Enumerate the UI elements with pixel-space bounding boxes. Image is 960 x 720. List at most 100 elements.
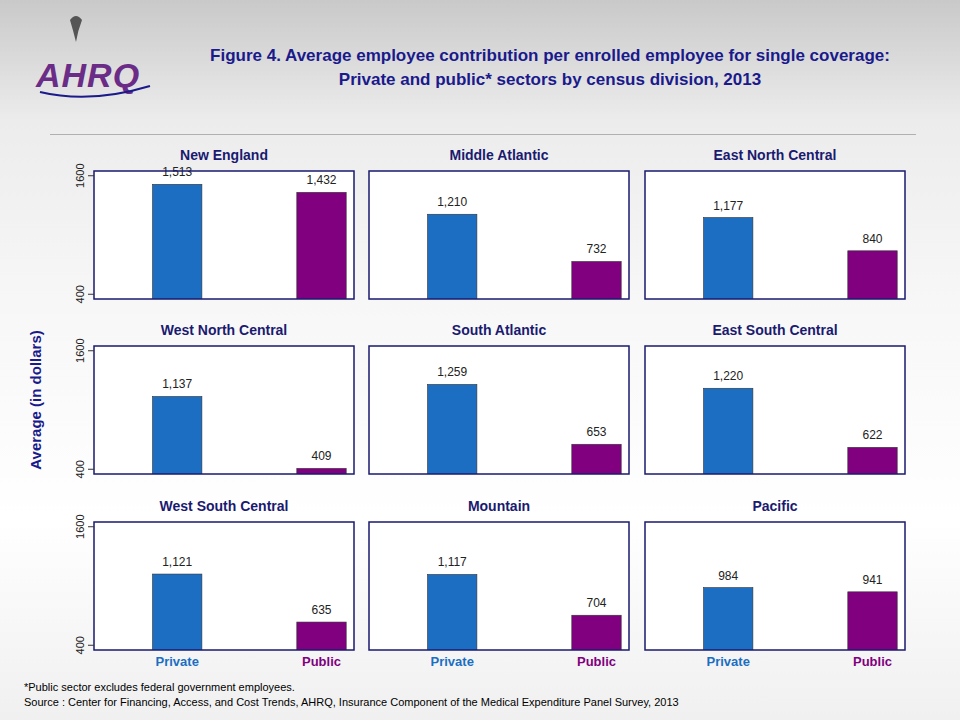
bar — [572, 615, 621, 650]
y-tick-label: 400 — [74, 460, 86, 478]
rule — [50, 134, 916, 135]
x-tick-label: Public — [853, 654, 892, 669]
panel-title: East North Central — [714, 147, 837, 163]
footer: *Public sector excludes federal governme… — [24, 680, 679, 710]
data-label: 1,432 — [306, 173, 336, 187]
y-tick — [88, 350, 94, 351]
bar — [297, 622, 346, 650]
data-label: 704 — [586, 596, 606, 610]
logo-emblem — [70, 16, 82, 42]
bar — [704, 388, 753, 474]
x-tick-label: Private — [431, 654, 474, 669]
panel-title: New England — [180, 147, 268, 163]
x-tick-label: Private — [156, 654, 199, 669]
data-label: 941 — [862, 573, 882, 587]
data-label: 1,259 — [437, 365, 467, 379]
panel-title: East South Central — [712, 322, 837, 338]
bars — [428, 214, 622, 299]
data-label: 1,137 — [162, 377, 192, 391]
data-label: 653 — [586, 425, 606, 439]
bar — [848, 592, 897, 650]
data-label: 1,220 — [713, 369, 743, 383]
bar — [572, 444, 621, 474]
panel: East South Central 1,220 622 — [645, 322, 905, 509]
bar — [153, 396, 202, 474]
y-tick — [88, 294, 94, 295]
bars — [153, 184, 347, 299]
frame — [94, 171, 354, 299]
frame — [645, 171, 905, 299]
panel: West South Central 1,121 Private 635 Public 4… — [74, 498, 354, 685]
bar — [704, 588, 753, 650]
panel-title: South Atlantic — [452, 322, 547, 338]
panel: New England 1,513 1,432 400 1600 — [74, 147, 354, 334]
bar — [428, 384, 477, 474]
bars — [428, 574, 622, 650]
panel: West North Central 1,137 409 400 1600 — [74, 322, 354, 509]
data-label: 840 — [862, 232, 882, 246]
logo-swoosh — [40, 86, 150, 97]
bars — [153, 574, 347, 650]
chart-grid: Average (in dollars) New England 1,513 1,43… — [0, 0, 960, 720]
bar — [428, 214, 477, 299]
y-tick-label: 1600 — [74, 163, 86, 187]
frame — [94, 346, 354, 474]
panel-title: West South Central — [160, 498, 289, 514]
panel-title: Mountain — [468, 498, 530, 514]
y-tick — [88, 175, 94, 176]
title: Figure 4. Average employee contribution … — [185, 44, 915, 92]
data-label: 1,177 — [713, 199, 743, 213]
frame — [94, 522, 354, 650]
frame — [645, 522, 905, 650]
y-axis-label: Average (in dollars) — [27, 330, 44, 469]
data-label: 622 — [862, 428, 882, 442]
y-tick — [88, 469, 94, 470]
data-label: 732 — [586, 242, 606, 256]
bars — [428, 384, 622, 474]
panel-title: West North Central — [161, 322, 288, 338]
bar — [572, 261, 621, 299]
data-label: 635 — [311, 603, 331, 617]
bar — [153, 574, 202, 650]
bar — [848, 251, 897, 299]
bars — [704, 218, 898, 299]
bars — [153, 396, 347, 474]
x-tick-label: Public — [302, 654, 341, 669]
panel: East North Central 1,177 840 — [645, 147, 905, 334]
data-label: 1,210 — [437, 195, 467, 209]
bar — [153, 184, 202, 299]
y-tick — [88, 526, 94, 527]
data-label: 1,117 — [438, 555, 467, 569]
bar — [848, 447, 897, 474]
x-tick-label: Public — [577, 654, 616, 669]
y-tick-label: 1600 — [74, 514, 86, 538]
y-tick — [88, 645, 94, 646]
x-tick-label: Private — [707, 654, 750, 669]
frame — [369, 171, 629, 299]
y-tick-label: 400 — [74, 285, 86, 303]
frame — [645, 346, 905, 474]
source: Source : Center for Financing, Access, a… — [24, 695, 679, 710]
data-label: 1,121 — [162, 555, 192, 569]
frame — [369, 346, 629, 474]
data-label: 1,513 — [162, 165, 192, 179]
bars — [704, 588, 898, 650]
bar — [428, 574, 477, 650]
panel: Middle Atlantic 1,210 732 — [369, 147, 629, 334]
y-tick-label: 400 — [74, 636, 86, 654]
bar — [704, 218, 753, 299]
data-label: 984 — [718, 569, 738, 583]
frame — [369, 522, 629, 650]
data-label: 409 — [311, 449, 331, 463]
bar — [297, 192, 346, 299]
panel-title: Pacific — [752, 498, 797, 514]
bars — [704, 388, 898, 474]
plot-background — [94, 346, 354, 474]
footnote: *Public sector excludes federal governme… — [24, 680, 679, 695]
bar — [297, 468, 346, 474]
panel: South Atlantic 1,259 653 — [369, 322, 629, 509]
panel-title: Middle Atlantic — [449, 147, 548, 163]
panel: Mountain 1,117 Private 704 Public — [369, 498, 629, 685]
y-tick-label: 1600 — [74, 338, 86, 362]
logo: AHRQ — [36, 56, 140, 95]
